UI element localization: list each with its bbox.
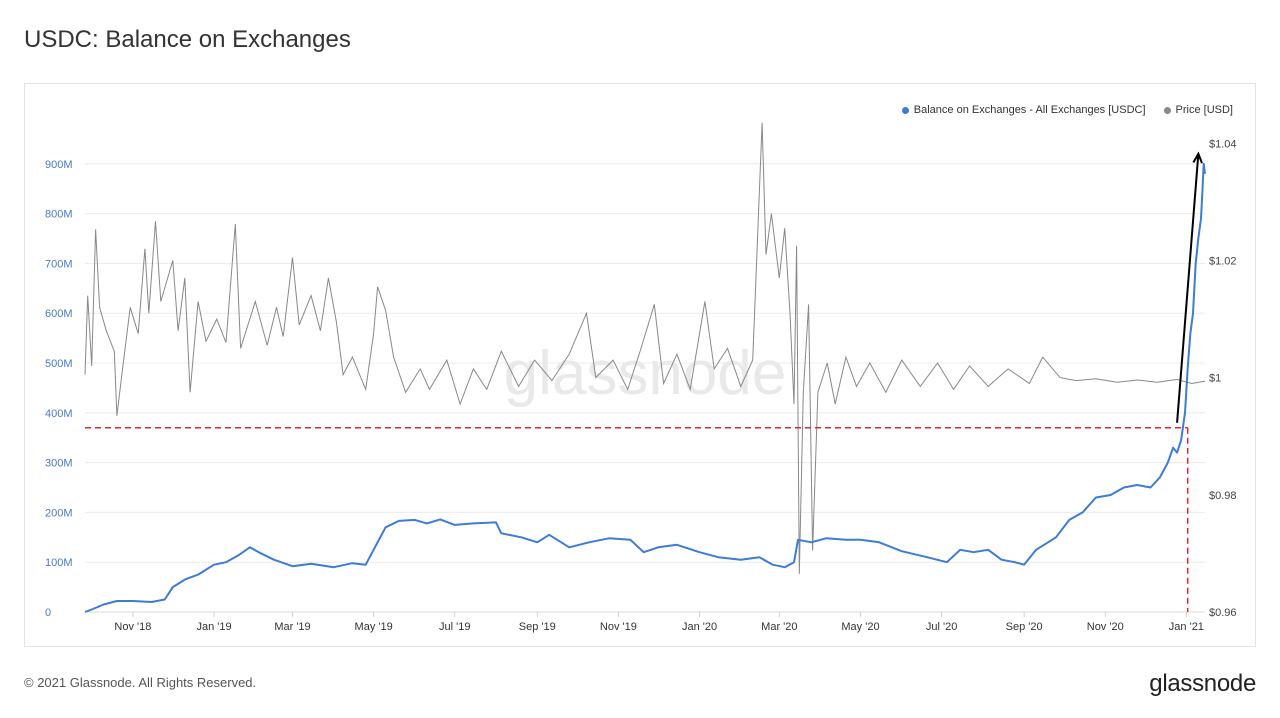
y-left-tick-label: 0: [45, 607, 51, 619]
legend-item-price[interactable]: Price [USD]: [1163, 104, 1233, 116]
y-left-tick-label: 500M: [45, 358, 73, 370]
y-left-tick-label: 700M: [45, 258, 73, 270]
legend-dot-balance: [901, 106, 909, 114]
x-tick-label: Jul '20: [926, 621, 957, 633]
legend-item-balance[interactable]: Balance on Exchanges - All Exchanges [US…: [901, 104, 1146, 116]
chart-legend: Balance on Exchanges - All Exchanges [US…: [901, 104, 1233, 116]
x-tick-label: Mar '20: [761, 621, 797, 633]
annotation-arrow-shaft: [1176, 153, 1200, 423]
legend-label-price: Price [USD]: [1175, 104, 1233, 116]
y-right-tick-label: $1.02: [1209, 255, 1237, 267]
watermark-text: glassnode: [504, 339, 787, 408]
x-tick-label: Nov '19: [600, 621, 637, 633]
annotation-arrow-head: [1192, 151, 1203, 164]
y-right-tick-label: $1.04: [1209, 138, 1237, 150]
y-left-tick-label: 400M: [45, 408, 73, 420]
x-tick-label: Mar '19: [274, 621, 310, 633]
copyright-footer: © 2021 Glassnode. All Rights Reserved.: [24, 675, 257, 690]
y-left-tick-label: 800M: [45, 209, 73, 221]
balance-series-line: [84, 162, 1206, 613]
x-tick-label: May '20: [841, 621, 879, 633]
y-left-tick-label: 900M: [45, 159, 73, 171]
brand-logo: glassnode: [1149, 670, 1256, 697]
y-right-tick-label: $0.96: [1209, 607, 1237, 619]
x-tick-label: Sep '20: [1006, 621, 1043, 633]
x-tick-label: Nov '18: [114, 621, 151, 633]
legend-dot-price: [1163, 106, 1171, 114]
chart-title: USDC: Balance on Exchanges: [24, 26, 351, 53]
price-series-line: [84, 122, 1206, 574]
x-tick-label: Jul '19: [439, 621, 470, 633]
x-tick-label: Jan '21: [1169, 621, 1204, 633]
y-right-tick-label: $1: [1209, 373, 1221, 385]
x-tick-label: Jan '20: [682, 621, 717, 633]
y-left-tick-label: 600M: [45, 308, 73, 320]
y-left-tick-label: 100M: [45, 557, 73, 569]
y-left-tick-label: 200M: [45, 507, 73, 519]
y-left-tick-label: 300M: [45, 458, 73, 470]
x-tick-label: Jan '19: [196, 621, 231, 633]
chart-plot: glassnode 0 100M 200M 300M 400M 500M 600M 700M 80…: [45, 122, 1237, 633]
chart-frame: Balance on Exchanges - All Exchanges [US…: [24, 83, 1256, 647]
x-tick-label: May '19: [355, 621, 393, 633]
x-tick-label: Sep '19: [519, 621, 556, 633]
y-right-tick-label: $0.98: [1209, 490, 1237, 502]
legend-label-balance: Balance on Exchanges - All Exchanges [US…: [913, 104, 1146, 116]
x-tick-label: Nov '20: [1087, 621, 1124, 633]
